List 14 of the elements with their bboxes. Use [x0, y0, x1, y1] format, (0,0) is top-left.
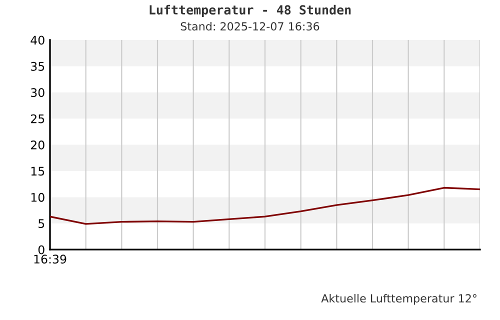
chart-title: Lufttemperatur - 48 Stunden — [150, 4, 351, 17]
y-tick-label: 10 — [31, 192, 44, 202]
chart-subtitle: Stand: 2025-12-07 16:36 — [180, 22, 320, 31]
y-tick-label: 5 — [38, 219, 44, 228]
y-tick-label: 30 — [31, 88, 44, 98]
y-tick-label: 25 — [30, 114, 44, 124]
y-tick-label: 0 — [38, 245, 44, 254]
x-tick-label: 16:39 — [34, 254, 66, 264]
line-series — [50, 186, 480, 225]
text: Aktuelle Lufttemperatur 12° — [321, 294, 476, 305]
y-tick-label: 35 — [31, 62, 44, 71]
y-tick-label: 15 — [31, 166, 44, 176]
y-tick-label: 20 — [30, 140, 44, 150]
y-tick-label: 40 — [30, 36, 44, 45]
